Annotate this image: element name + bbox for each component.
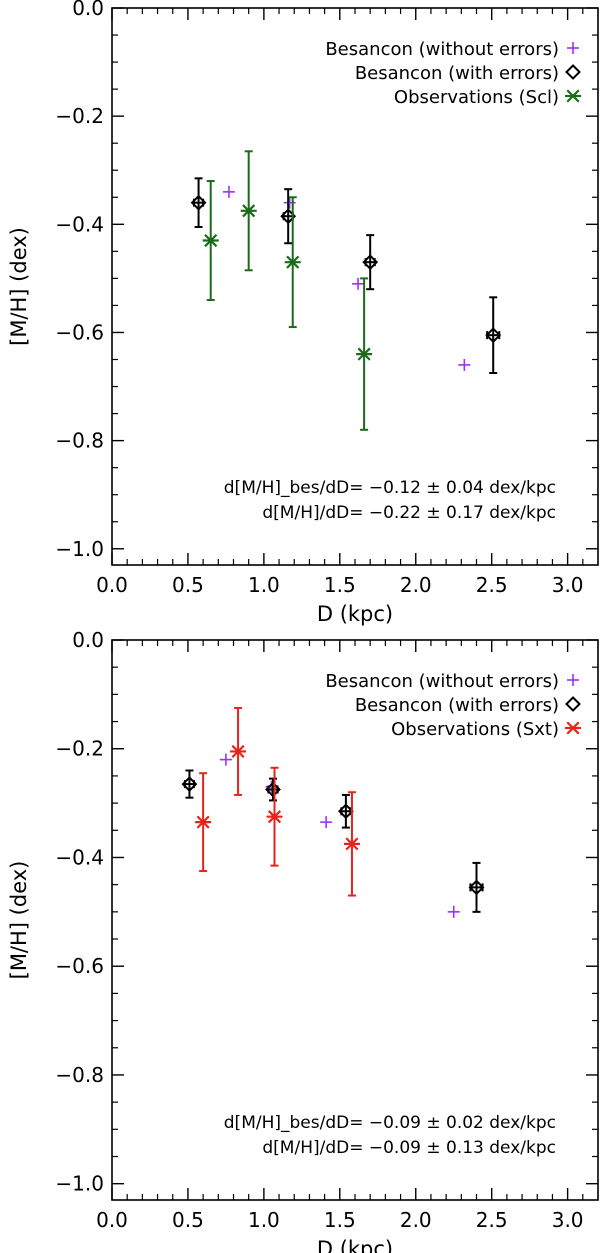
- y-tick-label: −1.0: [55, 537, 104, 561]
- data-point-asterisk: [284, 255, 301, 269]
- data-point-asterisk-c: [231, 744, 245, 758]
- legend-marker-diamond: [565, 696, 581, 712]
- data-point-asterisk: [202, 233, 219, 248]
- data-point-asterisk-c: [267, 810, 282, 824]
- legend-marker-plus: [567, 674, 579, 686]
- y-tick-label: −0.2: [55, 104, 104, 128]
- x-tick-label: 2.0: [400, 573, 432, 597]
- data-point-asterisk: [343, 837, 360, 851]
- y-tick-label: −0.8: [55, 429, 104, 453]
- legend-marker-asterisk: [565, 89, 581, 103]
- slope-annotation: d[M/H]_bes/dD= −0.09 ± 0.02 dex/kpc: [224, 1113, 556, 1133]
- slope-annotation: d[M/H]_bes/dD= −0.12 ± 0.04 dex/kpc: [224, 478, 556, 498]
- data-point-plus: [458, 358, 471, 371]
- series-plus: [222, 185, 471, 371]
- x-tick-label: 3.0: [552, 573, 584, 597]
- series-diamond: [190, 177, 502, 375]
- legend-marker-asterisk-c: [566, 89, 580, 103]
- x-tick-label: 1.0: [248, 573, 280, 597]
- y-tick-label: −1.0: [55, 1172, 104, 1196]
- x-axis-label: D (kpc): [317, 602, 393, 626]
- data-point-asterisk-c: [196, 815, 210, 829]
- slope-annotation: d[M/H]/dD= −0.22 ± 0.17 dex/kpc: [262, 503, 556, 523]
- x-tick-label: 1.5: [324, 573, 356, 597]
- y-axis: 0.0 −0.2 −0.4 −0.6 −0.8 −1.0 [M/H] (dex): [7, 0, 598, 561]
- x-tick-label: 0.0: [96, 573, 128, 597]
- data-point-plus: [219, 753, 232, 766]
- legend-marker-asterisk-c: [566, 721, 580, 735]
- x-tick-label: 2.5: [476, 573, 508, 597]
- y-tick-label: −0.8: [55, 1063, 104, 1087]
- data-point-asterisk: [230, 744, 247, 758]
- y-tick-label: −0.4: [55, 212, 104, 236]
- data-point-plus: [447, 905, 460, 918]
- annotations: d[M/H]_bes/dD= −0.09 ± 0.02 dex/kpc d[M/H…: [224, 1113, 556, 1158]
- legend-label: Observations (Scl): [394, 87, 559, 108]
- data-point-diamond: [190, 194, 207, 211]
- data-point-diamond: [362, 254, 379, 271]
- data-point-plus: [320, 816, 333, 829]
- data-point-asterisk-c: [204, 233, 218, 248]
- y-tick-label: −0.6: [55, 320, 104, 344]
- data-point-asterisk-c: [286, 255, 300, 269]
- legend-label: Besancon (without errors): [325, 671, 559, 692]
- legend: Besancon (without errors) Besancon (with …: [325, 671, 581, 740]
- x-axis: 0.0 0.5 1.0 1.5 2.0 2.5 3.0 D (kpc): [96, 8, 584, 626]
- x-tick-label: 3.0: [552, 1208, 584, 1232]
- series-plus: [219, 753, 460, 918]
- data-point-asterisk: [240, 204, 257, 218]
- x-tick-label: 0.5: [172, 573, 204, 597]
- x-tick-label: 2.5: [476, 1208, 508, 1232]
- series-diamond: [181, 769, 485, 913]
- legend: Besancon (without errors) Besancon (with …: [325, 39, 581, 108]
- x-axis-label: D (kpc): [317, 1237, 393, 1253]
- data-point-plus: [283, 196, 296, 209]
- y-axis-label: [M/H] (dex): [7, 861, 31, 980]
- x-tick-label: 1.5: [324, 1208, 356, 1232]
- y-tick-label: −0.2: [55, 737, 104, 761]
- annotations: d[M/H]_bes/dD= −0.12 ± 0.04 dex/kpc d[M/H…: [224, 478, 556, 523]
- data-point-asterisk-c: [357, 347, 371, 361]
- legend-marker-diamond: [565, 64, 581, 80]
- data-point-diamond: [485, 327, 502, 344]
- legend-marker-plus: [567, 42, 579, 54]
- legend-label: Observations (Sxt): [391, 719, 559, 740]
- x-tick-label: 0.5: [172, 1208, 204, 1232]
- y-tick-label: −0.4: [55, 845, 104, 869]
- data-point-plus: [222, 185, 235, 198]
- data-point-asterisk-c: [345, 837, 359, 851]
- y-axis: 0.0 −0.2 −0.4 −0.6 −0.8 −1.0 [M/H] (dex): [7, 628, 598, 1196]
- data-point-asterisk-c: [242, 204, 256, 218]
- series-asterisk: [202, 150, 373, 431]
- data-point-diamond: [265, 781, 281, 798]
- legend-label: Besancon (with errors): [355, 63, 559, 84]
- legend-label: Besancon (with errors): [355, 695, 559, 716]
- chart-panel-top: 0.0 0.5 1.0 1.5 2.0 2.5 3.0 D (kpc) 0.0 −0.2 −0.4 −…: [7, 0, 599, 626]
- y-tick-label: −0.6: [55, 954, 104, 978]
- data-point-diamond: [468, 879, 485, 896]
- data-point-plus: [352, 277, 365, 290]
- series-asterisk: [195, 706, 360, 897]
- data-point-diamond: [337, 803, 354, 820]
- legend-marker-asterisk: [565, 721, 581, 735]
- y-axis-label: [M/H] (dex): [7, 227, 31, 346]
- x-tick-label: 1.0: [248, 1208, 280, 1232]
- x-axis: 0.0 0.5 1.0 1.5 2.0 2.5 3.0 D (kpc): [96, 640, 584, 1253]
- data-point-asterisk: [266, 810, 283, 824]
- x-tick-label: 2.0: [400, 1208, 432, 1232]
- data-point-asterisk: [356, 347, 373, 361]
- x-tick-label: 0.0: [96, 1208, 128, 1232]
- data-point-diamond: [181, 776, 198, 792]
- data-point-asterisk: [195, 815, 212, 829]
- legend-label: Besancon (without errors): [325, 39, 559, 60]
- chart-panel-bottom: 0.0 0.5 1.0 1.5 2.0 2.5 3.0 D (kpc) 0.0 −0.2 −0.4 −…: [7, 628, 599, 1253]
- y-tick-label: 0.0: [72, 628, 104, 652]
- y-tick-label: 0.0: [72, 0, 104, 20]
- slope-annotation: d[M/H]/dD= −0.09 ± 0.13 dex/kpc: [262, 1138, 556, 1158]
